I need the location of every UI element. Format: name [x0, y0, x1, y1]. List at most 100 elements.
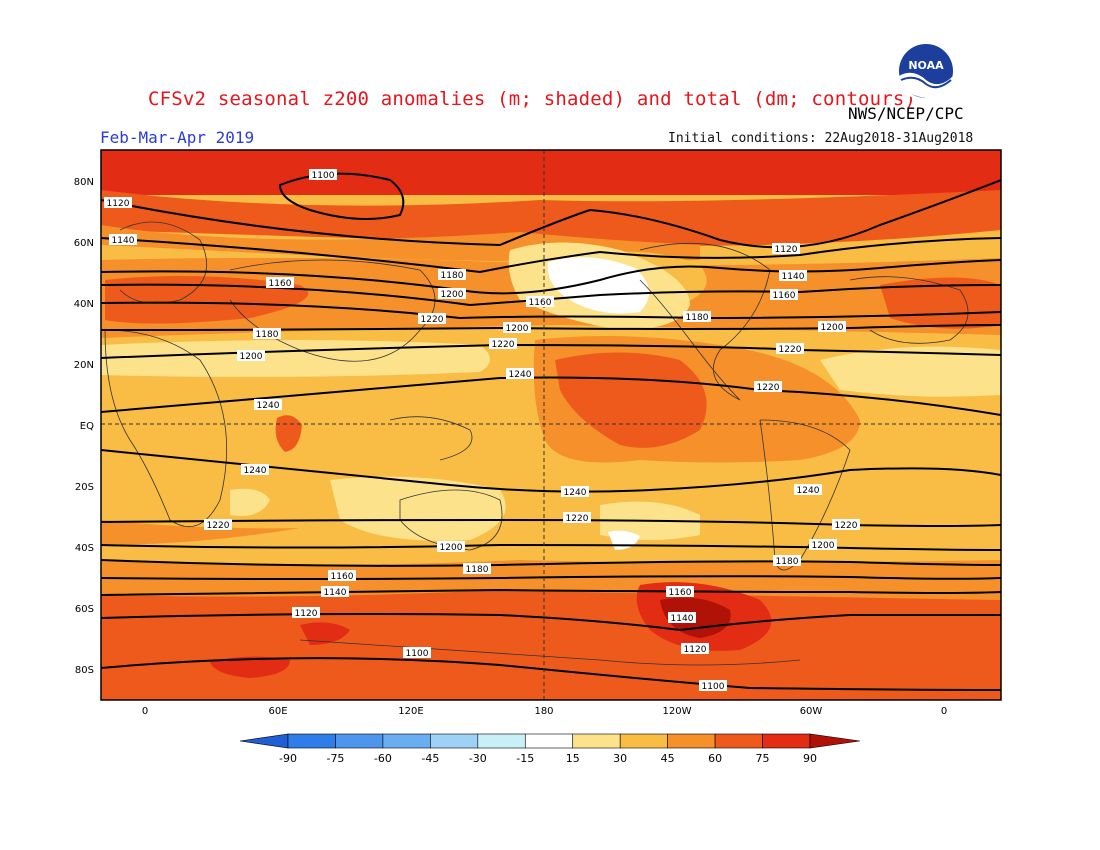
colorbar-swatch — [287, 733, 336, 749]
lon-label: 60E — [268, 706, 287, 717]
contour-label: 1120 — [295, 609, 318, 619]
lat-label: 80S — [75, 665, 94, 676]
contour-label: 1180 — [441, 271, 464, 281]
colorbar-label: -30 — [469, 752, 487, 765]
contour-label: 1120 — [775, 245, 798, 255]
contour-label-bg — [321, 586, 349, 597]
colorbar: -90 -75 -60 -45 -30 -15 15 30 45 60 75 90 — [239, 733, 861, 765]
contour-label: 1180 — [256, 330, 279, 340]
colorbar-label: 75 — [756, 752, 770, 765]
colorbar-label: 30 — [613, 752, 627, 765]
colorbar-swatch — [667, 733, 716, 749]
logo-text: NOAA — [908, 59, 944, 72]
contour-label: 1140 — [671, 614, 694, 624]
contour-label: 1180 — [776, 557, 799, 567]
lon-label: 0 — [941, 706, 947, 717]
contour-label: 1160 — [269, 279, 292, 289]
contour-label-bg — [403, 647, 431, 658]
colorbar-label: -75 — [326, 752, 344, 765]
initial-conditions: Initial conditions: 22Aug2018-31Aug2018 — [668, 131, 974, 146]
contour-label-bg — [832, 519, 860, 530]
colorbar-label: 15 — [566, 752, 580, 765]
lon-label: 120E — [398, 706, 423, 717]
contour-label-bg — [506, 368, 534, 379]
contour-label: 1180 — [466, 565, 489, 575]
contour-label: 1180 — [686, 313, 709, 323]
contour-label: 1120 — [684, 645, 707, 655]
contour-label-bg — [526, 296, 554, 307]
lat-label: 40N — [74, 299, 94, 310]
lon-label: 0 — [142, 706, 148, 717]
contour-label: 1200 — [812, 541, 835, 551]
contour-label-bg — [418, 313, 446, 324]
colorbar-swatch — [619, 733, 668, 749]
contour-label: 1240 — [244, 466, 267, 476]
anomaly-shading — [101, 150, 1001, 700]
lat-label: 60N — [74, 238, 94, 249]
contour-label-bg — [463, 563, 491, 574]
contour-label-bg — [770, 289, 798, 300]
lat-label: 40S — [75, 543, 94, 554]
contour-label-bg — [104, 197, 132, 208]
contour-label-bg — [809, 539, 837, 550]
contour-label-bg — [754, 381, 782, 392]
contour-label: 1220 — [779, 345, 802, 355]
contour-label: 1160 — [331, 572, 354, 582]
contour-label-bg — [438, 288, 466, 299]
map-frame — [100, 149, 1002, 701]
contour-label: 1240 — [509, 370, 532, 380]
contour-label: 1220 — [566, 514, 589, 524]
colorbar-label: 45 — [661, 752, 675, 765]
contour-label: 1160 — [669, 588, 692, 598]
contour-label: 1220 — [757, 383, 780, 393]
contour-label-bg — [681, 643, 709, 654]
colorbar-label: -90 — [279, 752, 297, 765]
contour-label: 1160 — [773, 291, 796, 301]
contour-label-bg — [563, 512, 591, 523]
forecast-period: Feb-Mar-Apr 2019 — [100, 128, 255, 147]
contour-label-bg — [668, 612, 696, 623]
contour-label-bg — [309, 169, 337, 180]
contour-lines — [101, 172, 1001, 691]
lat-label: 60S — [75, 604, 94, 615]
contour-label-bg — [683, 311, 711, 322]
contour-label: 1200 — [240, 352, 263, 362]
contour-label-bg — [253, 328, 281, 339]
colorbar-swatch — [382, 733, 431, 749]
colorbar-label: -45 — [421, 752, 439, 765]
lat-label: 20N — [74, 360, 94, 371]
colorbar-swatch — [430, 733, 479, 749]
colorbar-swatch — [714, 733, 763, 749]
colorbar-label: 60 — [708, 752, 722, 765]
contour-label: 1200 — [440, 543, 463, 553]
contour-label-bg — [237, 350, 265, 361]
colorbar-swatch — [335, 733, 384, 749]
colorbar-swatch — [572, 733, 621, 749]
contour-label: 1100 — [702, 682, 725, 692]
contour-label-bg — [794, 484, 822, 495]
contour-label: 1220 — [492, 340, 515, 350]
lat-label: EQ — [80, 421, 94, 432]
contour-label: 1220 — [207, 521, 230, 531]
contour-label-bg — [503, 322, 531, 333]
contour-label-bg — [204, 519, 232, 530]
agency-label: NWS/NCEP/CPC — [848, 104, 964, 123]
lat-label: 80N — [74, 177, 94, 188]
colorbar-label: -60 — [374, 752, 392, 765]
colorbar-label: 90 — [803, 752, 817, 765]
contour-label: 1240 — [257, 401, 280, 411]
contour-label-bg — [328, 570, 356, 581]
lon-label: 180 — [534, 706, 553, 717]
contour-label-bg — [776, 343, 804, 354]
contour-label-bg — [779, 270, 807, 281]
lat-label: 20S — [75, 482, 94, 493]
colorbar-swatch — [477, 733, 526, 749]
contour-label: 1100 — [312, 171, 335, 181]
contour-label: 1240 — [564, 488, 587, 498]
lon-label: 60W — [800, 706, 823, 717]
contour-label: 1200 — [821, 323, 844, 333]
contour-label-bg — [818, 321, 846, 332]
contour-label: 1140 — [112, 236, 135, 246]
contour-label-bg — [699, 680, 727, 691]
